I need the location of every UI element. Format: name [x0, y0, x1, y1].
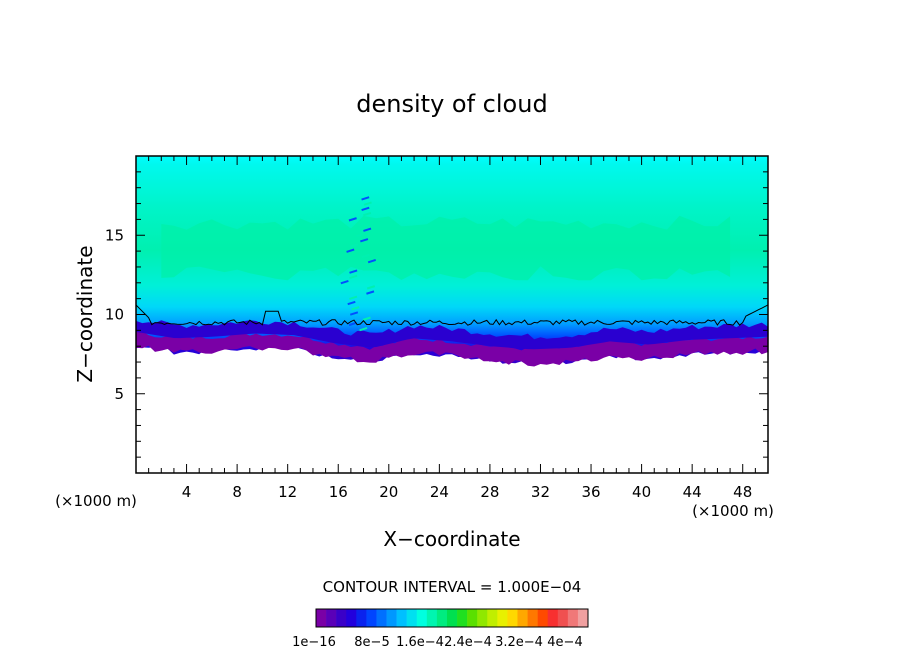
y-tick-label: 10 [105, 306, 124, 324]
streak [349, 311, 359, 316]
x-tick-label: 44 [683, 483, 702, 501]
streak [356, 232, 365, 238]
streak [356, 222, 365, 227]
cloud-base-purple [136, 330, 768, 367]
colorbar-frame [315, 608, 589, 628]
streak [361, 253, 370, 259]
streak [349, 269, 358, 274]
contour-interval-label: CONTOUR INTERVAL = 1.000E−04 [323, 578, 582, 596]
streak [361, 206, 370, 212]
y-axis-label: Z−coordinate [73, 245, 97, 382]
colorbar-swatch [426, 609, 438, 627]
colorbar-swatch [557, 609, 569, 627]
x-axis-label: X−coordinate [383, 527, 520, 551]
colorbar-swatch [336, 609, 347, 627]
colorbar-swatch [467, 609, 478, 627]
x-tick-label: 36 [581, 483, 600, 501]
colorbar-swatch [537, 609, 548, 627]
y-tick-label: 15 [105, 226, 124, 244]
colorbar-swatch [386, 609, 397, 627]
x-tick-label: 8 [232, 483, 242, 501]
streak [347, 300, 356, 306]
x-tick-label: 12 [278, 483, 297, 501]
streak [360, 238, 369, 243]
x-tick-label: 28 [480, 483, 499, 501]
colorbar-tick-label: 3.2e−4 [495, 635, 543, 650]
cloud-deep-blue [136, 320, 768, 350]
streak [350, 243, 359, 248]
colorbar-swatch [567, 609, 579, 627]
colorbar-tick-label: 2.4e−4 [444, 635, 492, 650]
streak [340, 279, 349, 285]
streak [351, 306, 360, 311]
colorbar [315, 608, 589, 628]
colorbar-swatch [326, 609, 337, 627]
streak [348, 217, 357, 222]
contour-line [136, 304, 768, 326]
streak [362, 316, 371, 321]
colorbar-swatch [457, 609, 468, 627]
colorbar-swatch [316, 609, 327, 627]
colorbar-swatch [416, 609, 428, 627]
colorbar-swatch [487, 609, 498, 627]
streak [359, 327, 368, 332]
colorbar-swatch [446, 609, 458, 627]
y-axis: 5 10 15 [105, 171, 768, 458]
x-tick-label: 40 [632, 483, 651, 501]
streak [362, 211, 372, 217]
x-unit-label-right: (×1000 m) [692, 502, 774, 520]
colorbar-swatch [477, 609, 488, 627]
colorbar-swatch [507, 609, 518, 627]
colorbar-swatch [547, 609, 559, 627]
streak [366, 290, 375, 295]
streak [361, 196, 370, 201]
x-tick-label: 4 [182, 483, 192, 501]
x-unit-label-left: (×1000 m) [55, 492, 137, 510]
x-tick-label: 16 [329, 483, 348, 501]
wave-streaks [340, 196, 377, 332]
y-tick-label: 5 [114, 385, 124, 403]
colorbar-tick-label: 8e−5 [354, 635, 389, 650]
colorbar-tick-label: 4e−4 [547, 635, 582, 650]
streak [349, 295, 358, 300]
x-tick-label: 20 [379, 483, 398, 501]
colorbar-swatch [527, 609, 538, 627]
colorbar-swatch [366, 609, 377, 627]
streak [363, 264, 372, 269]
streak [363, 227, 372, 232]
streak [348, 321, 357, 327]
x-tick-label: 48 [733, 483, 752, 501]
streak [346, 248, 355, 253]
cloud-core [161, 215, 731, 281]
colorbar-swatch [577, 609, 589, 627]
colorbar-tick-label: 1.6e−4 [396, 635, 444, 650]
x-tick-label: 32 [531, 483, 550, 501]
streak [363, 201, 372, 206]
colorbar-swatch [406, 609, 418, 627]
colorbar-swatch [436, 609, 448, 627]
x-tick-label: 24 [430, 483, 449, 501]
plot-area [136, 156, 768, 473]
colorbar-swatch [346, 609, 357, 627]
streak [349, 274, 358, 279]
colorbar-swatch [497, 609, 508, 627]
colorbar-swatch [376, 609, 387, 627]
colorbar-labels: 1e−16 8e−5 1.6e−4 2.4e−4 3.2e−4 4e−4 [292, 635, 583, 650]
colorbar-swatch [396, 609, 407, 627]
colorbar-tick-label: 1e−16 [292, 635, 336, 650]
colorbar-swatch [356, 609, 367, 627]
colorbar-swatch [517, 609, 528, 627]
streak [366, 285, 376, 290]
streak [367, 259, 377, 264]
x-axis: 4 8 12 16 20 24 28 32 36 40 44 48 [148, 156, 756, 501]
chart-title: density of cloud [356, 90, 547, 118]
